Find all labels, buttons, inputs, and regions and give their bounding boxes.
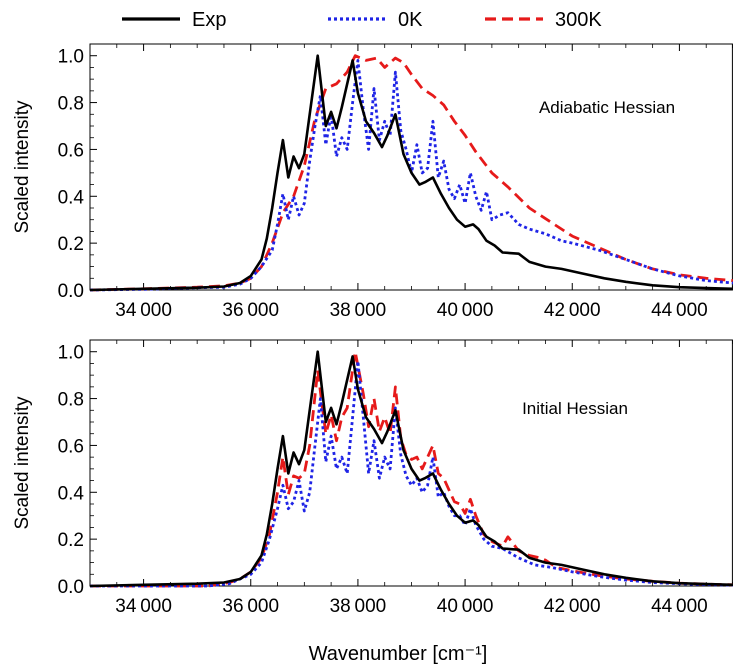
x-tick-label: 40 000 xyxy=(437,596,494,617)
x-axis-label: Wavenumber [cm⁻¹] xyxy=(309,643,488,665)
series-line-0k xyxy=(89,59,733,292)
panel-adiabatic-hessian: 34 000 36 000 38 000 40 000 42 000 44 000 0.0 0… xyxy=(12,43,733,321)
x-tick-label: 36 000 xyxy=(222,300,279,321)
x-tick-label: 42 000 xyxy=(544,300,601,321)
y-tick-label: 0.4 xyxy=(58,483,85,504)
series-line-300k xyxy=(89,54,733,292)
y-tick-label: 0.0 xyxy=(58,577,84,598)
y-tick-label: 0.2 xyxy=(58,530,84,551)
y-tick-label: 1.0 xyxy=(58,47,84,68)
y-tick-label: 0.8 xyxy=(58,390,84,411)
legend-label-300k: 300K xyxy=(555,9,602,31)
x-tick-label: 34 000 xyxy=(115,300,172,321)
x-tick-label: 40 000 xyxy=(437,300,494,321)
x-tick-label: 38 000 xyxy=(330,300,387,321)
y-tick-label: 0.0 xyxy=(58,281,84,302)
legend-label-0k: 0K xyxy=(398,9,423,31)
panel-initial-hessian: 34 000 36 000 38 000 40 000 42 000 44 000 0.0 0… xyxy=(12,339,733,617)
y-tick-label: 0.6 xyxy=(58,436,84,457)
y-tick-label: 1.0 xyxy=(58,343,84,364)
y-axis-label: Scaled intensity xyxy=(12,100,33,234)
plot-frame xyxy=(89,43,733,291)
x-tick-label: 42 000 xyxy=(544,596,601,617)
x-tick-label: 36 000 xyxy=(222,596,279,617)
x-tick-label: 34 000 xyxy=(115,596,172,617)
series-line-0k xyxy=(90,359,733,588)
y-axis-label: Scaled intensity xyxy=(12,396,33,530)
y-tick-label: 0.6 xyxy=(58,140,84,161)
panel-annotation: Adiabatic Hessian xyxy=(539,98,675,117)
legend: Exp 0K 300K xyxy=(122,9,602,31)
x-tick-label: 44 000 xyxy=(651,596,708,617)
panel-annotation: Initial Hessian xyxy=(522,399,628,418)
x-tick-label: 44 000 xyxy=(651,300,708,321)
y-tick-label: 0.8 xyxy=(58,94,84,115)
series-line-exp xyxy=(89,54,733,292)
plot-frame xyxy=(89,339,733,587)
series-line-exp xyxy=(89,350,733,588)
x-tick-label: 38 000 xyxy=(330,596,387,617)
y-tick-label: 0.2 xyxy=(58,234,84,255)
legend-label-exp: Exp xyxy=(192,9,226,31)
y-tick-label: 0.4 xyxy=(58,187,85,208)
